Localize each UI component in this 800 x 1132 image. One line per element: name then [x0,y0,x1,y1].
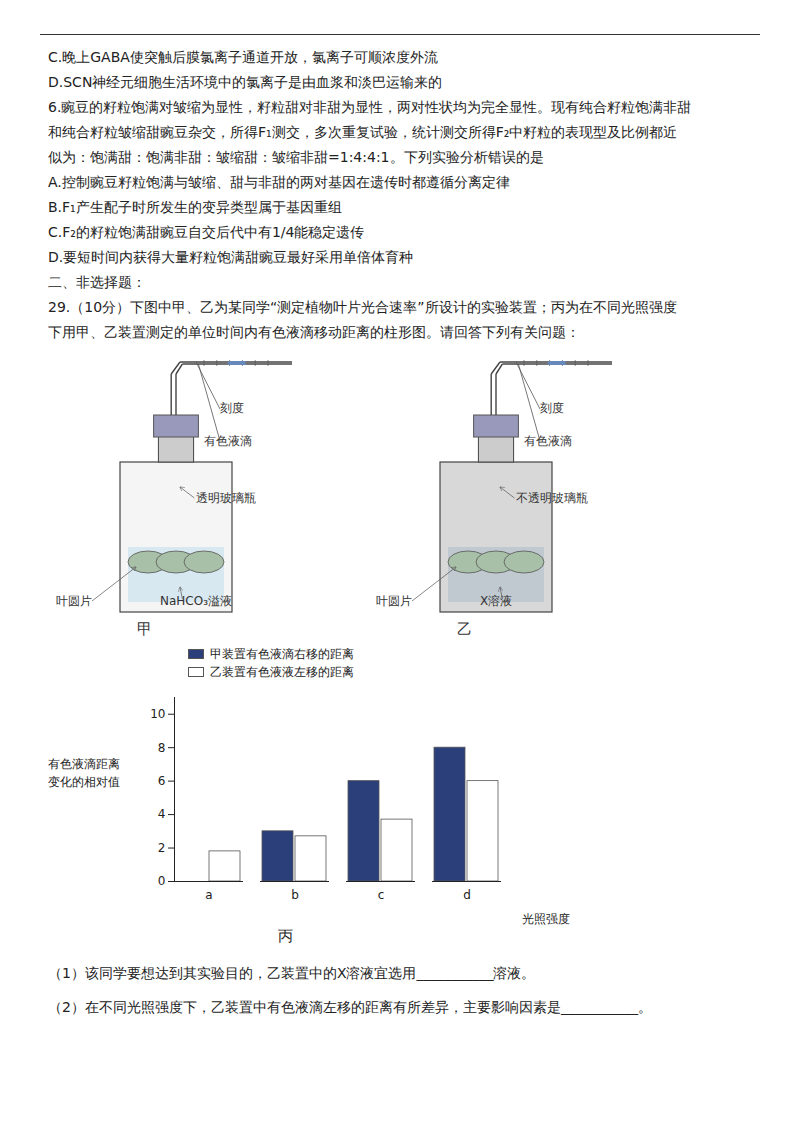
svg-text:b: b [291,888,299,902]
svg-text:0: 0 [158,874,166,888]
html-text:甲装置有色液滴右移的距离: 甲装置有色液滴右移的距离 [210,647,354,661]
html-text:D.要短时间内获得大量籽粒饱满甜豌豆最好采用单倍体育种: D.要短时间内获得大量籽粒饱满甜豌豆最好采用单倍体育种 [48,249,414,265]
html-text:B.F₁产生配子时所发生的变异类型属于基因重组: B.F₁产生配子时所发生的变异类型属于基因重组 [48,199,342,215]
html-text:C.F₂的籽粒饱满甜豌豆自交后代中有1/4能稳定遗传: C.F₂的籽粒饱满甜豌豆自交后代中有1/4能稳定遗传 [48,224,365,240]
svg-text:透明玻璃瓶: 透明玻璃瓶 [196,491,256,505]
html-text:（1）该同学要想达到其实验目的，乙装置中的X溶液宜选用___: （1）该同学要想达到其实验目的，乙装置中的X溶液宜选用___________溶液… [48,965,536,981]
svg-text:a: a [205,888,212,902]
svg-text:刻度: 刻度 [220,401,244,415]
svg-text:光照强度: 光照强度 [522,912,570,926]
svg-text:6: 6 [158,774,166,788]
svg-text:4: 4 [158,807,166,821]
svg-text:X溶液: X溶液 [480,594,512,608]
svg-text:不透明玻璃瓶: 不透明玻璃瓶 [516,491,588,505]
svg-text:2: 2 [158,841,166,855]
html-text:丙: 丙 [278,927,293,945]
html-text:A.控制豌豆籽粒饱满与皱缩、甜与非甜的两对基因在遗传时都遵循: A.控制豌豆籽粒饱满与皱缩、甜与非甜的两对基因在遗传时都遵循分离定律 [48,174,510,190]
html-text:有色液滴距离: 有色液滴距离 [48,757,120,771]
svg-text:叶圆片: 叶圆片 [376,594,412,608]
svg-text:叶圆片: 叶圆片 [56,594,92,608]
svg-text:刻度: 刻度 [540,401,564,415]
html-text:29.（10分）下图中甲、乙为某同学“测定植物叶片光合速率”: 29.（10分）下图中甲、乙为某同学“测定植物叶片光合速率”所设计的实验装置；丙… [48,299,677,315]
html-text:下用甲、乙装置测定的单位时间内有色液滴移动距离的柱形图。请回: 下用甲、乙装置测定的单位时间内有色液滴移动距离的柱形图。请回答下列有关问题： [48,324,580,340]
svg-text:c: c [378,888,385,902]
svg-text:乙: 乙 [457,620,472,638]
svg-text:甲: 甲 [137,620,152,638]
svg-text:10: 10 [150,707,165,721]
html-text:6.豌豆的籽粒饱满对皱缩为显性，籽粒甜对非甜为显性，两对性状: 6.豌豆的籽粒饱满对皱缩为显性，籽粒甜对非甜为显性，两对性状均为完全显性。现有纯… [48,99,692,115]
html-text:D.SCN神经元细胞生活环境中的氯离子是由血浆和淡巴运输来的: D.SCN神经元细胞生活环境中的氯离子是由血浆和淡巴运输来的 [48,74,443,90]
html-text:和纯合籽粒皱缩甜豌豆杂交，所得F₁测交，多次重复试验，统计测: 和纯合籽粒皱缩甜豌豆杂交，所得F₁测交，多次重复试验，统计测交所得F₂中籽粒的表… [48,124,678,140]
svg-text:有色液滴: 有色液滴 [524,434,572,448]
html-text:二、非选择题：: 二、非选择题： [48,274,146,290]
svg-text:有色液滴: 有色液滴 [204,434,252,448]
html-text:（2）在不同光照强度下，乙装置中有色液滴左移的距离有所差异，: （2）在不同光照强度下，乙装置中有色液滴左移的距离有所差异，主要影响因素是___… [48,999,652,1015]
html-text:变化的相对值: 变化的相对值 [48,775,120,789]
html-text:C.晚上GABA使突触后膜氯离子通道开放，氯离子可顺浓度外流: C.晚上GABA使突触后膜氯离子通道开放，氯离子可顺浓度外流 [48,49,438,65]
svg-text:NaHCO₃溢液: NaHCO₃溢液 [160,594,232,608]
html-text:似为：饱满甜：饱满非甜：皱缩甜：皱缩非甜=1:4:4:1。下: 似为：饱满甜：饱满非甜：皱缩甜：皱缩非甜=1:4:4:1。下列实验分析错误的是 [48,149,544,165]
svg-text:8: 8 [158,741,166,755]
svg-text:d: d [463,888,471,902]
html-text:乙装置有色液液左移的距离: 乙装置有色液液左移的距离 [210,665,354,679]
